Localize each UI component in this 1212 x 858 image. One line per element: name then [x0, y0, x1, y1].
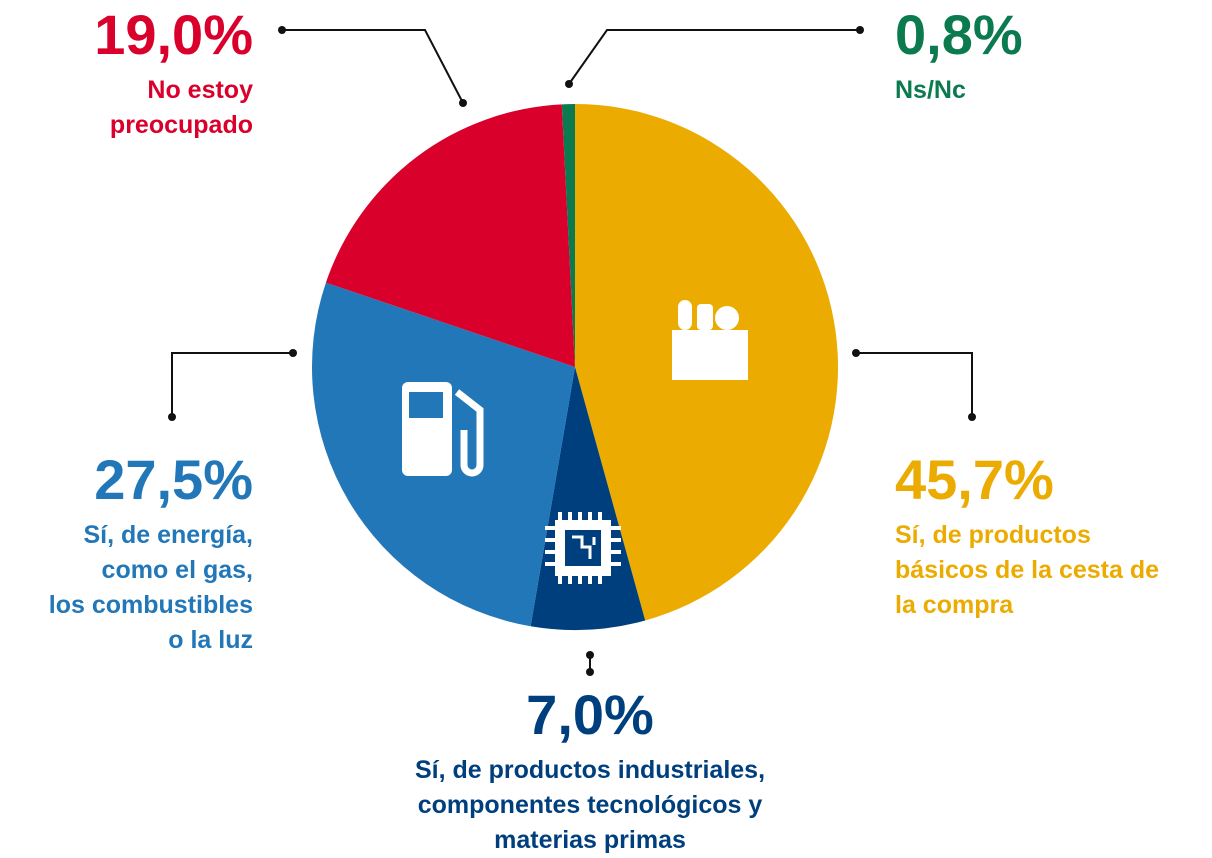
pie-slice: [325, 104, 575, 367]
percent-label: 27,5%: [94, 448, 253, 511]
fuel-icon: [402, 382, 484, 477]
slice-label: 7,0% Sí, de productos industriales, compo…: [340, 685, 840, 858]
category-label: No estoy preocupado: [109, 76, 253, 139]
pie-slice: [561, 104, 575, 367]
percent-label: 7,0%: [526, 683, 654, 746]
slice-label: 27,5% Sí, de energía, como el gas, los co…: [49, 450, 253, 658]
category-label: Sí, de productos industriales, component…: [414, 756, 766, 854]
chip-icon: [545, 512, 621, 584]
grocery-icon: [672, 300, 748, 380]
slice-label: 45,7% Sí, de productos básicos de la cest…: [895, 450, 1159, 623]
category-label: Sí, de energía, como el gas, los combust…: [48, 521, 253, 654]
category-label: Ns/Nc: [895, 76, 966, 104]
slice-label: 19,0% No estoy preocupado: [94, 5, 253, 143]
leader-dots: [168, 26, 976, 676]
percent-label: 0,8%: [895, 3, 1023, 66]
percent-label: 45,7%: [895, 448, 1054, 511]
slice-label: 0,8% Ns/Nc: [895, 5, 1023, 108]
category-label: Sí, de productos básicos de la cesta de …: [895, 521, 1160, 619]
percent-label: 19,0%: [94, 3, 253, 66]
